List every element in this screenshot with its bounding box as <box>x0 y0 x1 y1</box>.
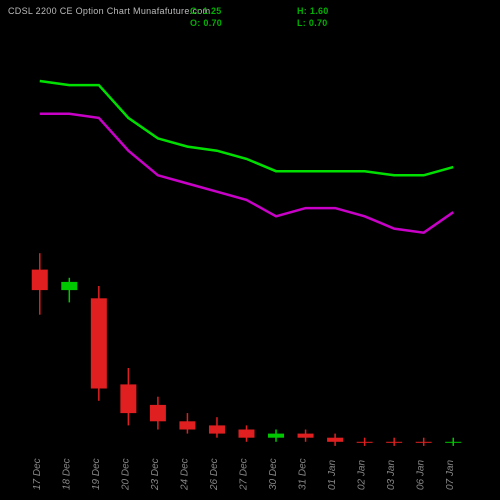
x-axis-label: 30 Dec <box>268 458 279 490</box>
candle-body <box>386 442 402 443</box>
x-axis-label: 07 Jan <box>445 460 456 490</box>
x-axis-label: 06 Jan <box>416 460 427 490</box>
x-axis-label: 19 Dec <box>91 458 102 490</box>
candle-body <box>357 442 373 443</box>
candle-body <box>150 405 166 421</box>
candle-body <box>445 442 461 443</box>
x-axis-label: 31 Dec <box>298 458 309 490</box>
candle-body <box>91 298 107 388</box>
x-axis-label: 01 Jan <box>327 460 338 490</box>
candle-body <box>416 442 432 443</box>
x-axis-label: 26 Dec <box>209 458 220 491</box>
x-axis-label: 24 Dec <box>179 458 190 491</box>
x-axis-label: 03 Jan <box>386 460 397 490</box>
candle-body <box>239 430 255 438</box>
candle-body <box>120 384 136 413</box>
x-axis-label: 20 Dec <box>120 458 131 491</box>
price-chart: 17 Dec 18 Dec 19 Dec 20 Dec 23 Dec 24 Dec 26 D… <box>0 0 500 500</box>
x-axis-label: 02 Jan <box>357 460 368 490</box>
candle-body <box>268 434 284 438</box>
candle-body <box>209 425 225 433</box>
x-axis-label: 17 Dec <box>32 458 43 490</box>
candle-body <box>61 282 77 290</box>
x-axis-label: 23 Dec <box>150 458 161 491</box>
candle-body <box>179 421 195 429</box>
lower-band-line <box>40 114 453 233</box>
upper-band-line <box>40 81 453 175</box>
candle-body <box>327 438 343 442</box>
x-axis-label: 18 Dec <box>61 458 72 490</box>
x-axis-label: 27 Dec <box>239 458 250 491</box>
candle-body <box>298 434 314 438</box>
candle-body <box>32 270 48 291</box>
